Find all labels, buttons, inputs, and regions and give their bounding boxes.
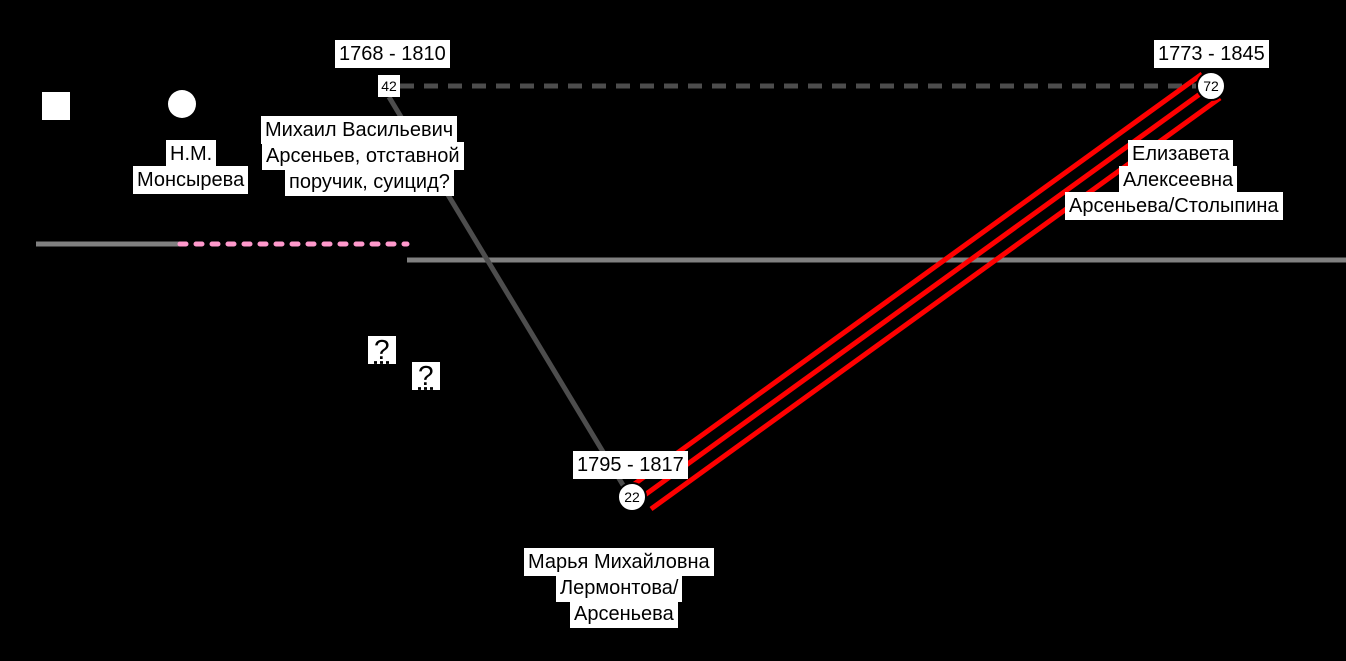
label-line: Михаил Васильевич [265,119,453,141]
annotation-q2: ? [412,362,440,390]
label-line: Лермонтова/ [560,577,678,599]
label-mikhail-1: Михаил Васильевич [261,116,457,144]
label-line: Алексеевна [1123,169,1233,191]
age-elizaveta: 72 [1203,78,1219,94]
label-line: Арсеньева/Столыпина [1069,195,1279,217]
qmark-text: ? [374,334,390,365]
dates-marya: 1795 - 1817 [573,451,688,479]
label-elizaveta-1: Елизавета [1128,140,1233,168]
label-mikhail-3: поручик, суицид? [285,168,454,196]
label-mikhail-2: Арсеньев, отставной [262,142,464,170]
label-line: Елизавета [1132,143,1229,165]
label-line: Н.М. [170,143,212,165]
annotation-q1: ? [368,336,396,364]
node-elizaveta: 72 [1196,71,1226,101]
label-marya-3: Арсеньева [570,600,678,628]
dates-elizaveta: 1773 - 1845 [1154,40,1269,68]
label-line: Монсырева [137,169,244,191]
label-line: Марья Михайловна [528,551,710,573]
dates-text: 1768 - 1810 [339,43,446,65]
dates-mikhail: 1768 - 1810 [335,40,450,68]
age-mikhail: 42 [381,78,397,94]
qmark-text: ? [418,360,434,391]
label-line: поручик, суицид? [289,171,450,193]
dates-text: 1795 - 1817 [577,454,684,476]
label-monsyreva-2: Монсырева [133,166,248,194]
node-unknown-male [42,92,70,120]
label-marya-2: Лермонтова/ [556,574,682,602]
dates-text: 1773 - 1845 [1158,43,1265,65]
label-marya-1: Марья Михайловна [524,548,714,576]
node-mikhail: 42 [378,75,400,97]
label-line: Арсеньева [574,603,674,625]
label-line: Арсеньев, отставной [266,145,460,167]
label-elizaveta-3: Арсеньева/Столыпина [1065,192,1283,220]
label-monsyreva: Н.М. [166,140,216,168]
node-monsyreva [168,90,196,118]
age-marya: 22 [624,489,640,505]
label-elizaveta-2: Алексеевна [1119,166,1237,194]
node-marya: 22 [617,482,647,512]
